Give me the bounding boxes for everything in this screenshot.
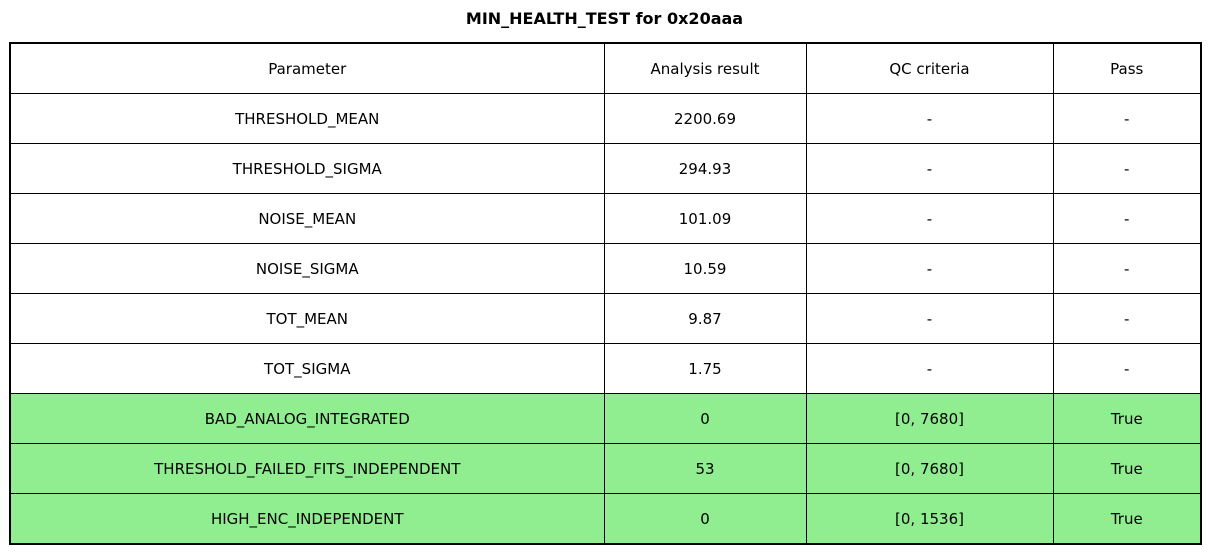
col-header-pass: Pass — [1052, 42, 1202, 94]
table-row: NOISE_MEAN 101.09 - - — [9, 193, 1202, 244]
table-row: BAD_ANALOG_INTEGRATED 0 [0, 7680] True — [9, 393, 1202, 444]
table-row: THRESHOLD_MEAN 2200.69 - - — [9, 93, 1202, 144]
cell-pass: True — [1052, 443, 1202, 494]
table-row: THRESHOLD_FAILED_FITS_INDEPENDENT 53 [0,… — [9, 443, 1202, 494]
table-body: THRESHOLD_MEAN 2200.69 - - THRESHOLD_SIG… — [9, 93, 1202, 545]
header-row: Parameter Analysis result QC criteria Pa… — [9, 42, 1202, 94]
cell-parameter: NOISE_SIGMA — [9, 243, 605, 294]
cell-pass: - — [1052, 193, 1202, 244]
table-row: TOT_SIGMA 1.75 - - — [9, 343, 1202, 394]
cell-analysis-result: 1.75 — [603, 343, 807, 394]
cell-qc-criteria: - — [805, 293, 1054, 344]
cell-parameter: TOT_MEAN — [9, 293, 605, 344]
table-row: TOT_MEAN 9.87 - - — [9, 293, 1202, 344]
cell-parameter: THRESHOLD_FAILED_FITS_INDEPENDENT — [9, 443, 605, 494]
cell-analysis-result: 294.93 — [603, 143, 807, 194]
cell-parameter: THRESHOLD_SIGMA — [9, 143, 605, 194]
col-header-analysis-result: Analysis result — [603, 42, 807, 94]
cell-pass: - — [1052, 143, 1202, 194]
cell-pass: - — [1052, 93, 1202, 144]
cell-pass: - — [1052, 293, 1202, 344]
col-header-qc-criteria: QC criteria — [805, 42, 1054, 94]
cell-analysis-result: 9.87 — [603, 293, 807, 344]
cell-qc-criteria: [0, 1536] — [805, 493, 1054, 545]
qc-results-table: Parameter Analysis result QC criteria Pa… — [9, 42, 1202, 545]
cell-pass: - — [1052, 243, 1202, 294]
cell-analysis-result: 10.59 — [603, 243, 807, 294]
table-row: HIGH_ENC_INDEPENDENT 0 [0, 1536] True — [9, 493, 1202, 545]
cell-qc-criteria: [0, 7680] — [805, 393, 1054, 444]
cell-qc-criteria: - — [805, 243, 1054, 294]
cell-pass: True — [1052, 493, 1202, 545]
cell-parameter: HIGH_ENC_INDEPENDENT — [9, 493, 605, 545]
cell-analysis-result: 101.09 — [603, 193, 807, 244]
cell-qc-criteria: - — [805, 93, 1054, 144]
cell-analysis-result: 53 — [603, 443, 807, 494]
cell-parameter: TOT_SIGMA — [9, 343, 605, 394]
cell-analysis-result: 2200.69 — [603, 93, 807, 144]
figure-title: MIN_HEALTH_TEST for 0x20aaa — [465, 9, 744, 28]
table-row: NOISE_SIGMA 10.59 - - — [9, 243, 1202, 294]
cell-qc-criteria: - — [805, 343, 1054, 394]
cell-parameter: BAD_ANALOG_INTEGRATED — [9, 393, 605, 444]
col-header-parameter: Parameter — [9, 42, 605, 94]
cell-pass: - — [1052, 343, 1202, 394]
cell-qc-criteria: [0, 7680] — [805, 443, 1054, 494]
cell-analysis-result: 0 — [603, 493, 807, 545]
cell-parameter: NOISE_MEAN — [9, 193, 605, 244]
cell-qc-criteria: - — [805, 193, 1054, 244]
cell-analysis-result: 0 — [603, 393, 807, 444]
table-row: THRESHOLD_SIGMA 294.93 - - — [9, 143, 1202, 194]
cell-qc-criteria: - — [805, 143, 1054, 194]
cell-pass: True — [1052, 393, 1202, 444]
cell-parameter: THRESHOLD_MEAN — [9, 93, 605, 144]
